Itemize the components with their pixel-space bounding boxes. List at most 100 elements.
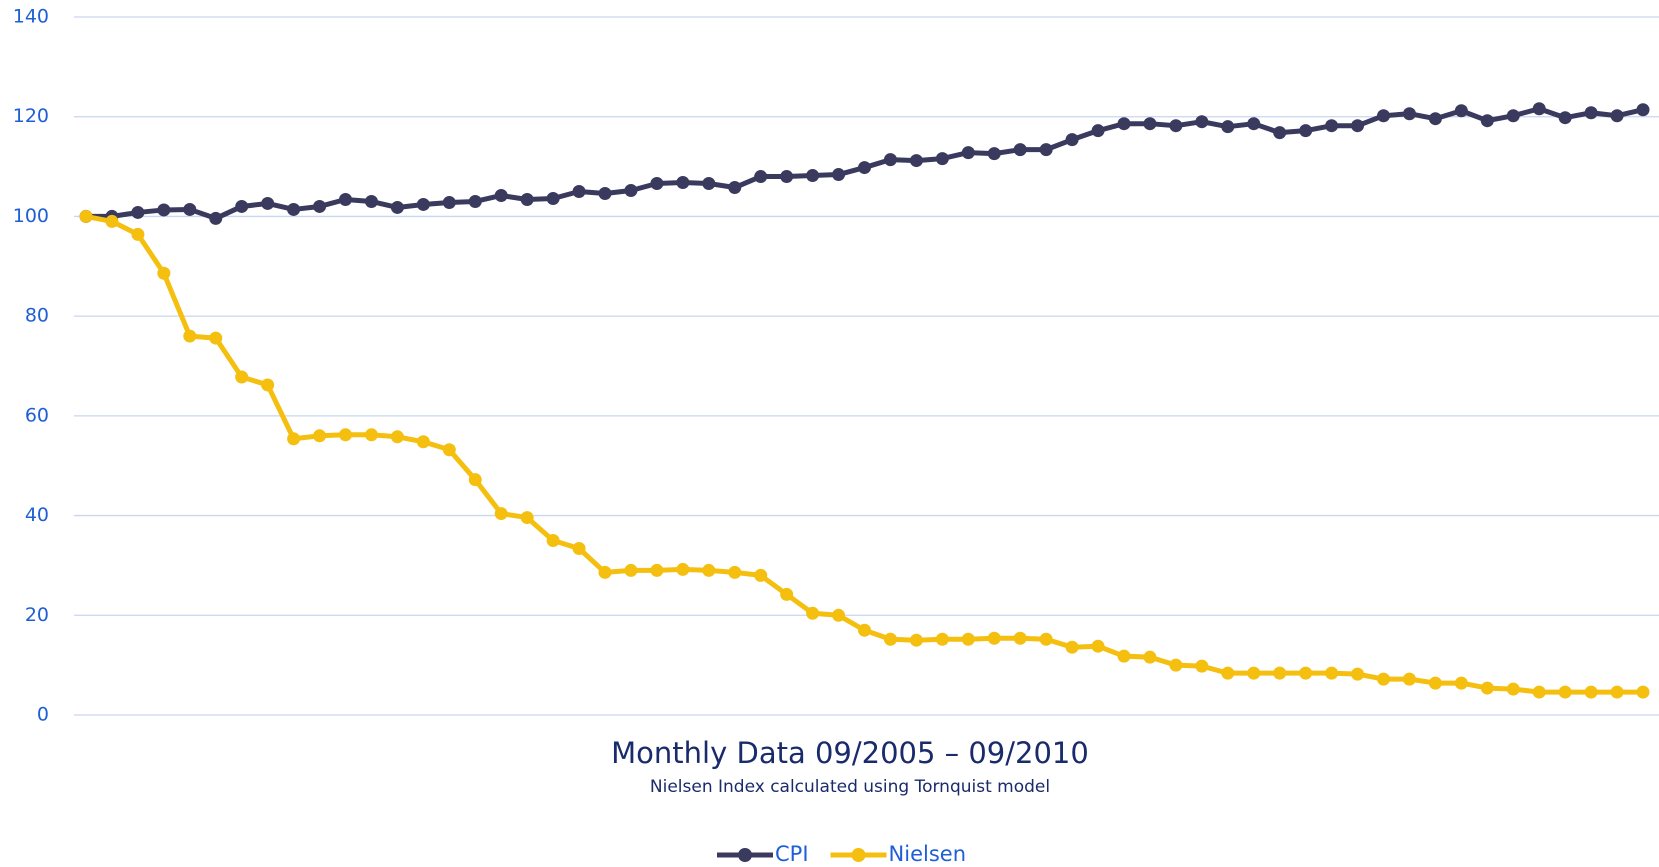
data-point <box>1273 126 1287 140</box>
data-point <box>728 181 742 195</box>
data-point <box>1247 666 1261 680</box>
data-point <box>1169 119 1183 133</box>
data-point <box>494 188 508 202</box>
data-point <box>364 428 378 442</box>
data-point <box>235 370 249 384</box>
data-point <box>702 177 716 191</box>
chart-subtitle: Nielsen Index calculated using Tornquist… <box>650 777 1050 797</box>
data-point <box>1169 658 1183 672</box>
data-point <box>624 563 638 577</box>
y-tick-label: 0 <box>37 704 49 726</box>
data-point <box>883 153 897 167</box>
data-point <box>364 194 378 208</box>
data-point <box>1558 685 1572 699</box>
data-point <box>1480 681 1494 695</box>
data-point <box>572 541 586 555</box>
data-point <box>806 606 820 620</box>
data-point <box>702 563 716 577</box>
data-point <box>935 152 949 166</box>
data-point <box>780 587 794 601</box>
data-point <box>650 177 664 191</box>
data-point <box>1428 676 1442 690</box>
data-point <box>883 632 897 646</box>
data-point <box>1454 104 1468 118</box>
data-point <box>650 563 664 577</box>
data-point <box>858 161 871 175</box>
legend-marker <box>738 848 752 862</box>
data-point <box>832 168 846 182</box>
data-point <box>131 205 145 219</box>
data-point <box>131 227 145 241</box>
data-point <box>1610 685 1624 699</box>
data-point <box>935 632 949 646</box>
data-point <box>1143 117 1157 131</box>
y-tick-label: 120 <box>13 105 49 127</box>
data-point <box>987 631 1001 645</box>
data-point <box>520 192 534 206</box>
y-tick-label: 20 <box>25 604 49 626</box>
data-point <box>79 209 93 223</box>
data-point <box>235 199 249 213</box>
data-point <box>157 266 171 280</box>
data-point <box>287 432 301 446</box>
data-point <box>1117 117 1131 131</box>
y-tick-label: 140 <box>13 6 49 28</box>
data-point <box>209 331 223 345</box>
data-point <box>1325 119 1339 133</box>
data-point <box>1273 666 1287 680</box>
data-point <box>1065 133 1079 147</box>
data-point <box>961 632 975 646</box>
data-point <box>1325 666 1339 680</box>
data-point <box>1117 649 1131 663</box>
data-point <box>1506 109 1520 123</box>
y-tick-label: 40 <box>25 504 49 526</box>
data-point <box>598 565 612 579</box>
data-point <box>1351 119 1365 133</box>
y-tick-label: 100 <box>13 205 49 227</box>
data-point <box>287 202 301 216</box>
data-point <box>598 186 612 200</box>
data-point <box>183 202 197 216</box>
data-point <box>1506 682 1520 696</box>
data-point <box>1221 666 1235 680</box>
data-point <box>1636 103 1650 117</box>
data-point <box>1532 685 1546 699</box>
data-point <box>961 146 975 160</box>
legend-label: Nielsen <box>889 842 966 866</box>
data-point <box>1428 112 1442 126</box>
data-point <box>1247 117 1261 131</box>
y-tick-label: 80 <box>25 305 49 327</box>
data-point <box>1195 659 1209 673</box>
data-point <box>209 211 223 225</box>
legend-marker <box>851 848 866 862</box>
data-point <box>1584 106 1598 120</box>
data-point <box>676 562 690 576</box>
data-point <box>987 147 1001 161</box>
data-point <box>261 378 275 392</box>
data-point <box>1532 102 1546 116</box>
data-point <box>1299 666 1313 680</box>
y-tick-label: 60 <box>25 404 49 426</box>
data-point <box>754 568 768 582</box>
data-point <box>1558 111 1572 125</box>
data-point <box>520 511 534 525</box>
data-point <box>313 199 327 213</box>
data-point <box>546 534 560 547</box>
data-point <box>624 184 638 198</box>
data-point <box>339 192 352 206</box>
data-point <box>416 197 430 211</box>
data-point <box>1013 631 1027 645</box>
data-point <box>1143 650 1157 664</box>
data-point <box>1091 124 1105 138</box>
data-point <box>728 565 742 579</box>
data-point <box>390 200 404 214</box>
data-point <box>909 633 923 647</box>
data-point <box>1636 685 1650 699</box>
data-point <box>832 608 846 622</box>
data-point <box>313 429 327 443</box>
data-point <box>261 196 275 210</box>
data-point <box>1377 672 1390 686</box>
data-point <box>390 430 404 444</box>
data-point <box>1039 632 1053 646</box>
